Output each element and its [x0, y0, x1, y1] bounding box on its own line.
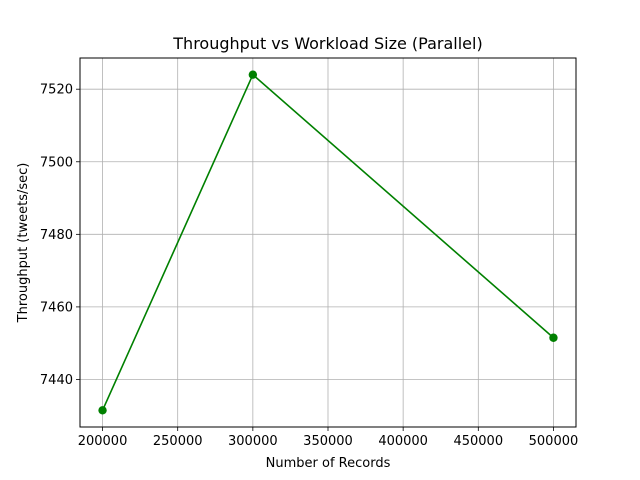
y-tick-label: 7480 — [40, 228, 73, 243]
data-point — [549, 333, 558, 342]
y-tick-label: 7500 — [40, 155, 73, 170]
x-tick-label: 300000 — [228, 434, 278, 449]
x-tick-label: 250000 — [153, 434, 203, 449]
chart-title: Throughput vs Workload Size (Parallel) — [172, 34, 482, 53]
y-tick-label: 7460 — [40, 300, 73, 315]
x-tick-label: 350000 — [303, 434, 353, 449]
data-point — [98, 406, 107, 415]
y-axis-label: Throughput (tweets/sec) — [16, 163, 31, 324]
y-axis: 7440 7460 7480 7500 7520 — [40, 83, 80, 388]
x-axis: 200000 250000 300000 350000 400000 450000 5000… — [78, 427, 579, 449]
x-tick-label: 450000 — [453, 434, 503, 449]
x-axis-label: Number of Records — [266, 456, 391, 471]
series-layer — [98, 70, 558, 415]
y-tick-label: 7440 — [40, 373, 73, 388]
y-tick-label: 7520 — [40, 83, 73, 98]
x-tick-label: 400000 — [378, 434, 428, 449]
x-tick-label: 200000 — [78, 434, 128, 449]
grid — [80, 58, 576, 427]
data-point — [248, 70, 258, 79]
x-tick-label: 500000 — [529, 434, 579, 449]
